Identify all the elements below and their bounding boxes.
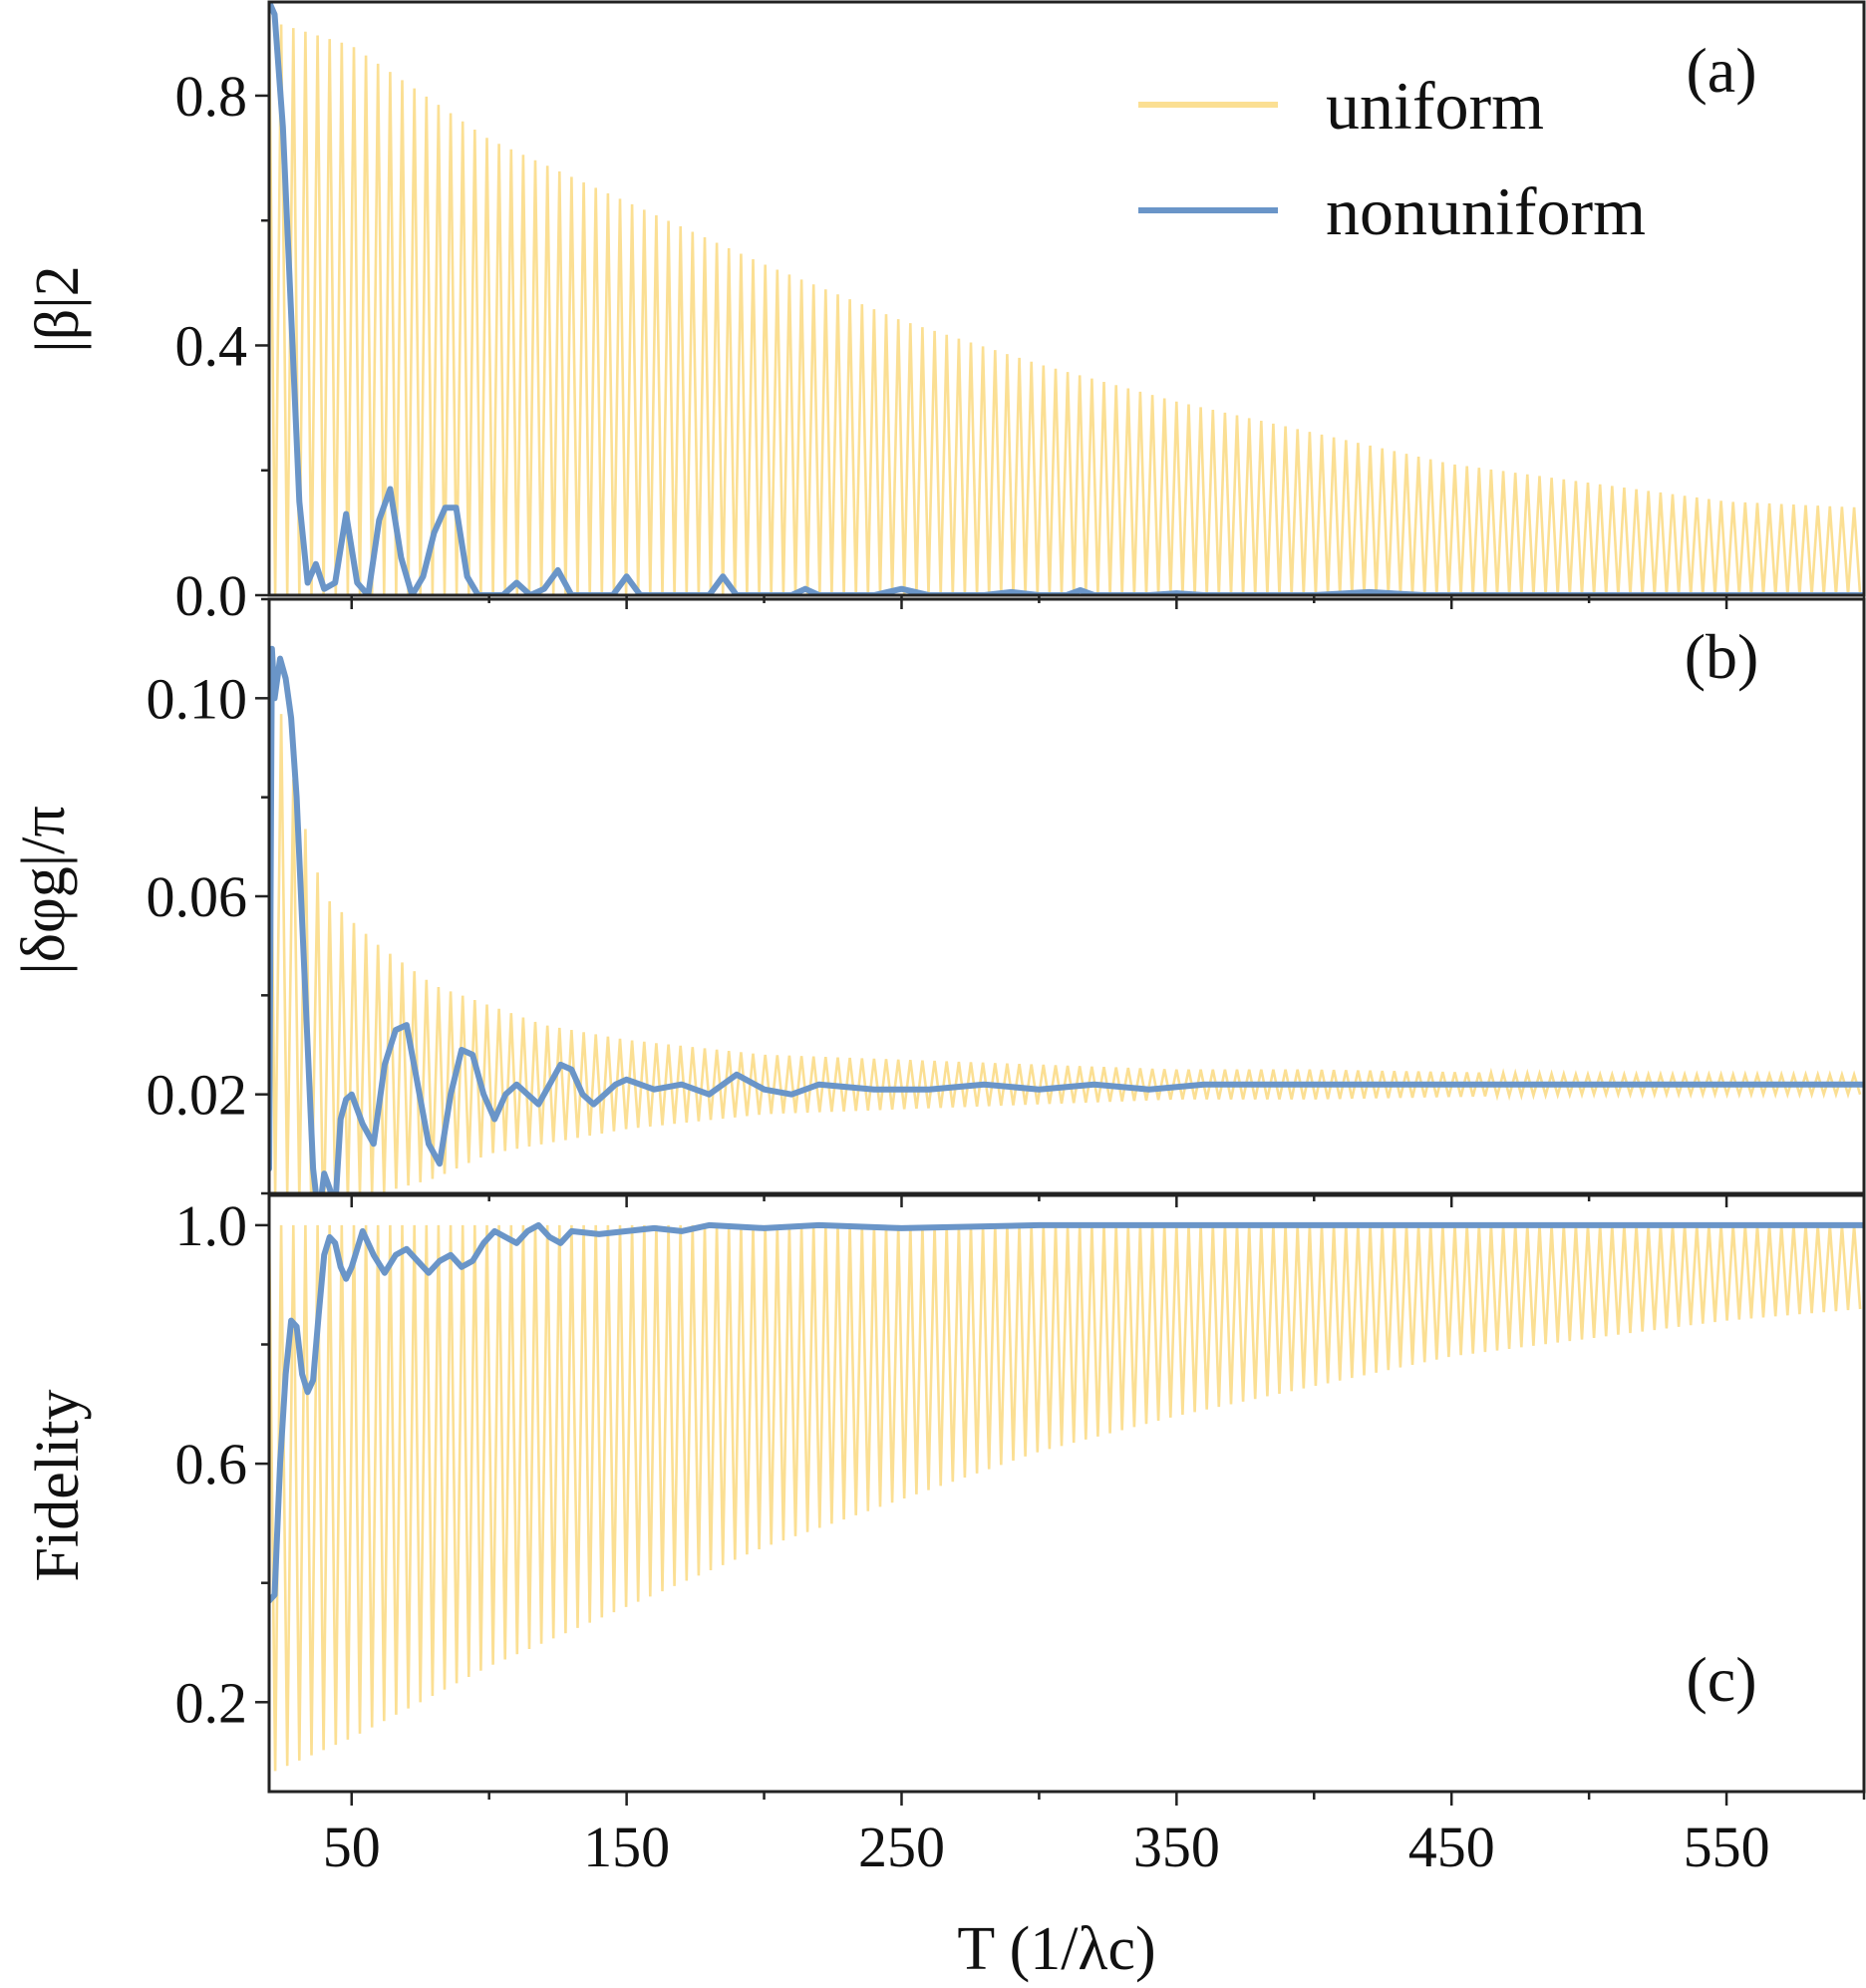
y-axis-title: |β|2 — [24, 265, 92, 352]
y-tick-label: 0.2 — [175, 1670, 248, 1735]
y-tick-label: 0.06 — [147, 864, 248, 929]
series-nonuniform — [269, 2, 1864, 595]
x-tick-label: 150 — [583, 1815, 670, 1879]
series-nonuniform — [269, 1221, 1864, 1604]
x-tick-label: 50 — [323, 1815, 381, 1879]
chart-panels: 0.00.40.8|β|2(a)uniformnonuniform0.020.0… — [10, 0, 1866, 1983]
y-tick-label: 0.8 — [175, 64, 248, 129]
panel-label: (a) — [1686, 35, 1756, 106]
y-axis-title: Fidelity — [24, 1390, 92, 1582]
x-tick-label: 250 — [858, 1815, 945, 1879]
x-tick-label: 450 — [1408, 1815, 1495, 1879]
plot-area — [269, 2, 1864, 595]
plot-area — [269, 1221, 1864, 1772]
legend: uniform nonuniform — [1138, 68, 1646, 249]
panel-a: 0.0 0.4 0.8 |β|2 (a) uniform nonuniform — [24, 0, 1866, 628]
x-tick-label: 550 — [1684, 1815, 1770, 1879]
x-tick-label: 350 — [1133, 1815, 1220, 1879]
y-tick-label: 0.10 — [147, 666, 248, 731]
plot-frame — [267, 1193, 1866, 1794]
series-uniform — [269, 1224, 1862, 1772]
y-axis-title: |δφg|/π — [10, 806, 78, 974]
panel-b: 0.02 0.06 0.10 |δφg|/π (b) — [10, 597, 1866, 1207]
x-axis-title: T (1/λc) — [957, 1915, 1155, 1983]
plot-frame — [267, 0, 1866, 597]
panel-label: (b) — [1685, 621, 1759, 692]
legend-label-nonuniform: nonuniform — [1326, 173, 1646, 249]
y-tick-label: 1.0 — [175, 1193, 248, 1258]
panel-label: (c) — [1686, 1644, 1756, 1715]
legend-label-uniform: uniform — [1326, 68, 1544, 144]
y-tick-label: 0.4 — [175, 313, 248, 378]
y-tick-label: 0.0 — [175, 563, 248, 628]
y-tick-label: 0.6 — [175, 1432, 248, 1496]
plot-area — [269, 645, 1864, 1193]
y-tick-label: 0.02 — [147, 1063, 248, 1128]
panel-c: 0.2 0.6 1.0 50 150 250 350 450 550 Fidelity T (1/λ… — [24, 1193, 1866, 1983]
series-uniform — [269, 20, 1862, 595]
series-nonuniform — [269, 645, 1864, 1193]
series-uniform — [269, 648, 1862, 1193]
